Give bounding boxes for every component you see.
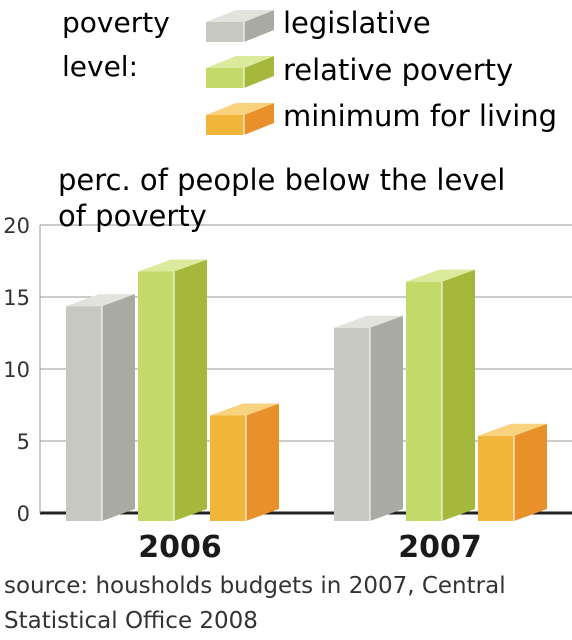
- legend-label-relative-poverty: relative poverty: [283, 53, 513, 87]
- y-tick-label: 20: [3, 214, 30, 238]
- legend-swatch-legislative: [206, 10, 274, 42]
- bar-2006-relative-poverty: [138, 259, 207, 521]
- bar-2006-legislative: [66, 294, 135, 521]
- y-tick-label: 0: [17, 502, 30, 526]
- legend-swatch-minimum-for-living: [206, 103, 274, 135]
- legend-label-legislative: legislative: [283, 6, 431, 40]
- legend-label-minimum-for-living: minimum for living: [283, 99, 557, 133]
- legend: [206, 10, 274, 135]
- chart-title-line-1: perc. of people below the level: [58, 163, 505, 197]
- bar-2006-minimum-for-living: [210, 403, 279, 521]
- bar-2007-minimum-for-living: [478, 423, 547, 521]
- legend-swatch-relative-poverty: [206, 56, 274, 88]
- category-label-2006: 2006: [138, 530, 222, 565]
- y-tick-label: 10: [3, 358, 30, 382]
- category-label-2007: 2007: [398, 530, 482, 565]
- legend-title-line-1: poverty: [62, 6, 170, 39]
- bar-2007-relative-poverty: [406, 269, 475, 521]
- y-axis-ticks: 0 5 10 15 20: [3, 214, 30, 526]
- chart-title-line-2: of poverty: [58, 199, 207, 233]
- source-line-1: source: housholds budgets in 2007, Centr…: [4, 573, 506, 599]
- bar-2007-legislative: [334, 315, 403, 521]
- source-line-2: Statistical Office 2008: [4, 608, 258, 634]
- y-tick-label: 15: [3, 286, 30, 310]
- legend-title-line-2: level:: [62, 50, 138, 83]
- bars: [66, 259, 547, 521]
- y-tick-label: 5: [17, 430, 30, 454]
